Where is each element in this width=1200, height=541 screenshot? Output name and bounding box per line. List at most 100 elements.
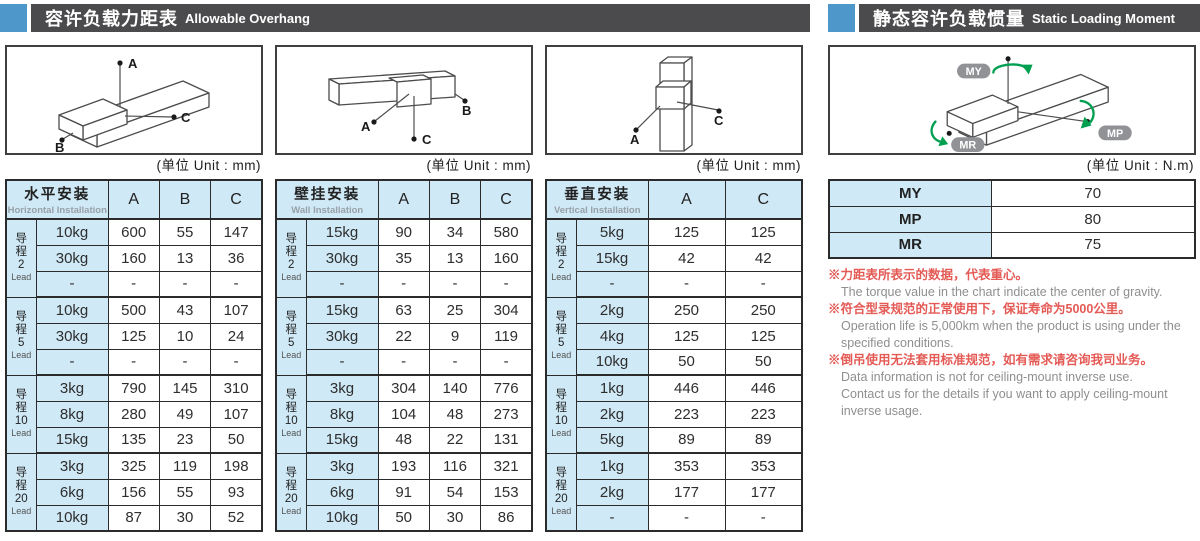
value-cell-c: 304 <box>480 296 533 324</box>
my-rotation-arrow-icon <box>992 63 1027 74</box>
load-cell: 30kg <box>35 322 109 350</box>
unit-label-mm: (单位 Unit : mm) <box>426 158 531 173</box>
table-title-zh: 水平安装 <box>24 187 91 203</box>
lead-zh-char: 程 <box>285 324 298 336</box>
horizontal-installation-diagram: A B C <box>5 45 263 155</box>
load-cell: 2kg <box>575 296 649 324</box>
moment-label-mp: MP <box>1107 128 1123 140</box>
value-cell-c: 107 <box>210 400 263 428</box>
column-header-a: A <box>647 179 726 220</box>
lead-number: 10 <box>14 415 28 427</box>
load-cell: 8kg <box>305 400 379 428</box>
value-cell-b: - <box>158 270 212 298</box>
value-cell-c: 89 <box>724 426 803 454</box>
lead-group-label: 导程 10 Lead <box>275 374 307 454</box>
note-zh: ※符合型录规范的正常使用下，保证寿命为5000公里。 <box>828 302 1131 316</box>
load-cell: 8kg <box>35 400 109 428</box>
value-cell-a: - <box>107 270 160 298</box>
value-cell-c: 119 <box>480 322 533 350</box>
table-header-row: 水平安装 Horizontal Installation A B C <box>5 179 263 220</box>
table-title-wall: 壁挂安装 Wall Installation <box>275 179 379 220</box>
lead-zh-char: 导 <box>285 311 298 323</box>
value-cell-a: 280 <box>107 400 160 428</box>
load-cell: 6kg <box>305 478 379 506</box>
column-header-a: A <box>377 179 430 220</box>
value-cell-a: 125 <box>647 322 726 350</box>
note: ※力距表所表示的数据，代表重心。 The torque value in the … <box>828 267 1196 301</box>
value-cell-c: 446 <box>724 374 803 402</box>
note-en-line: Contact us for the details if you want t… <box>841 387 1168 401</box>
table-row: 导程 5 Lead 15kg 63 25 304 <box>275 296 533 376</box>
note-zh: ※倒吊使用无法套用标准规范，如有需求请咨询我司业务。 <box>828 353 1154 367</box>
value-cell-a: 42 <box>647 244 726 272</box>
mp-badge <box>1098 125 1132 141</box>
lead-group-label: 导程 2 Lead <box>5 218 37 298</box>
value-cell-c: 50 <box>210 426 263 454</box>
value-cell-a: - <box>647 504 726 532</box>
value-cell-c: 198 <box>210 452 263 480</box>
lead-en: Lead <box>281 350 302 360</box>
lead-zh-char: 导 <box>555 233 568 246</box>
overhang-table-wall: 壁挂安装 Wall Installation A B C 导程 2 Lead 15kg 90 34 5… <box>275 179 533 532</box>
value-cell-a: 446 <box>647 374 726 402</box>
lead-number: 10 <box>284 415 298 427</box>
section-title-zh: 容许负载力距表 <box>45 9 178 29</box>
slider-end-face <box>58 114 84 141</box>
value-cell-a: 63 <box>377 296 430 324</box>
table-row: 导程 2 Lead 10kg 600 55 147 <box>5 218 263 298</box>
lead-en: Lead <box>551 428 572 438</box>
table-row: 30kg 125 10 24 <box>6 322 263 350</box>
rail-moment-drawing: MY MP MR <box>930 56 1132 153</box>
column-header-c: C <box>210 179 263 220</box>
lead-zh-char: 程 <box>285 479 298 492</box>
lead-zh-char: 导 <box>555 466 568 479</box>
table-row: 导程 10 Lead 3kg 304 140 776 <box>275 374 533 454</box>
lead-en: Lead <box>551 350 572 360</box>
value-cell-b: 34 <box>428 218 482 246</box>
lead-zh-char: 导 <box>285 466 298 479</box>
point-label-b: B <box>55 140 64 153</box>
table-row: 5kg 89 89 <box>546 426 803 454</box>
column-header-c: C <box>724 179 803 220</box>
wall-installation-diagram: B A C <box>275 45 533 155</box>
lead-zh-char: 程 <box>285 246 298 259</box>
load-cell: 4kg <box>575 322 649 350</box>
value-cell-c: - <box>480 348 533 376</box>
value-cell-a: 90 <box>377 218 430 246</box>
table-row: 15kg 135 23 50 <box>6 426 263 454</box>
lead-zh-char: 程 <box>15 479 28 492</box>
load-cell: 30kg <box>305 322 379 350</box>
lead-number: 20 <box>284 492 298 505</box>
lead-en: Lead <box>551 505 572 516</box>
value-cell-c: 153 <box>480 478 533 506</box>
table-row: 30kg 160 13 36 <box>6 244 263 272</box>
lead-en: Lead <box>281 428 302 438</box>
unit-label-mm: (单位 Unit : mm) <box>156 158 261 173</box>
table-row: 6kg 91 54 153 <box>276 478 533 506</box>
column-header-a: A <box>107 179 160 220</box>
unit-label-nm: (单位 Unit : N.m) <box>1086 158 1194 173</box>
value-cell-c: - <box>210 348 263 376</box>
value-cell-a: 48 <box>377 426 430 454</box>
load-cell: 15kg <box>305 218 379 246</box>
note: ※倒吊使用无法套用标准规范，如有需求请咨询我司业务。 Data informati… <box>828 352 1196 420</box>
table-row: ---- <box>6 348 263 376</box>
lead-number: 2 <box>288 259 295 272</box>
value-cell-b: 10 <box>158 322 212 350</box>
moment-label-mr: MR <box>959 140 976 152</box>
value-cell-a: 35 <box>377 244 430 272</box>
note-en-line: Data information is not for ceiling-moun… <box>841 370 1133 384</box>
value-cell-c: 107 <box>210 296 263 324</box>
value-cell-c: 36 <box>210 244 263 272</box>
value-cell-c: - <box>480 270 533 298</box>
value-cell-c: 223 <box>724 400 803 428</box>
value-cell-c: - <box>210 270 263 298</box>
load-cell: 30kg <box>305 244 379 272</box>
value-cell-b: 13 <box>428 244 482 272</box>
table-row: 导程 20 Lead 3kg 193 116 321 <box>275 452 533 532</box>
load-cell: - <box>35 270 109 298</box>
header-bar: 静态容许负载惯量 Static Loading Moment <box>859 4 1200 32</box>
lead-group-label: 导程 20 Lead <box>545 452 577 532</box>
value-cell-a: - <box>647 270 726 298</box>
lead-group-label: 导程 20 Lead <box>5 452 37 532</box>
